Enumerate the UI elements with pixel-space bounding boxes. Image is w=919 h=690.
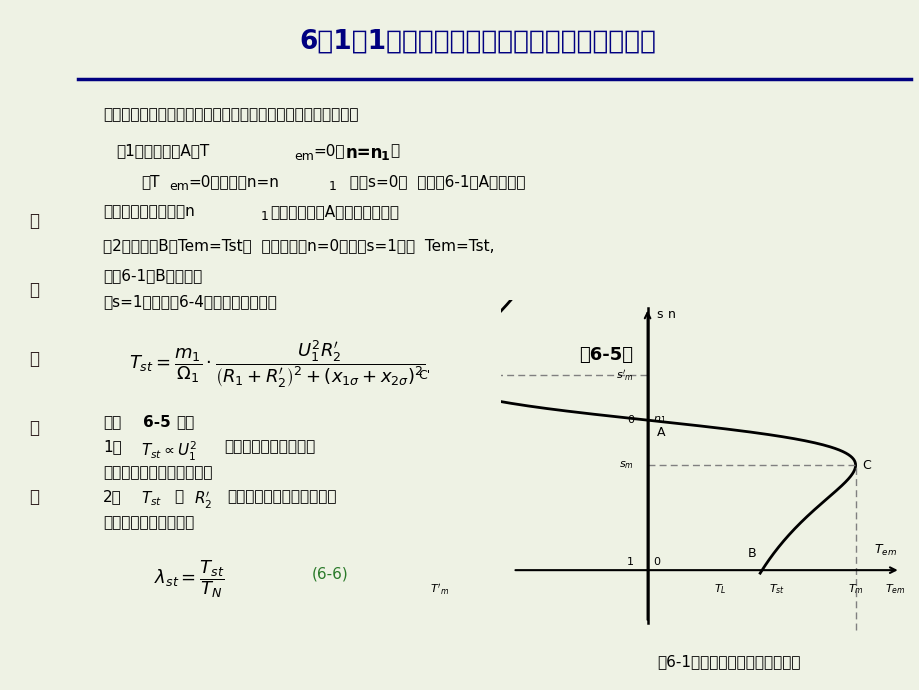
- Text: 定义起动转矩倍数为：: 定义起动转矩倍数为：: [103, 515, 194, 530]
- Text: ）: ）: [391, 144, 400, 159]
- Text: $s_m$: $s_m$: [618, 460, 633, 471]
- Text: $T'_m$: $T'_m$: [429, 582, 448, 597]
- Text: 6-5: 6-5: [142, 415, 171, 431]
- Text: 1: 1: [328, 180, 336, 193]
- Text: 1: 1: [260, 210, 268, 223]
- Text: 6．1．1三相异步电动机机械特性的三种表达式: 6．1．1三相异步电动机机械特性的三种表达式: [299, 28, 655, 55]
- Text: 有关，对于鼠笼式电动机，: 有关，对于鼠笼式电动机，: [227, 490, 336, 504]
- Text: 1）: 1）: [103, 440, 121, 455]
- Text: 机械特性上的三个特殊点（即同步速点、起动点和临界点）为：: 机械特性上的三个特殊点（即同步速点、起动点和临界点）为：: [103, 108, 358, 122]
- Text: （1）同步速点A（T: （1）同步速点A（T: [116, 144, 209, 159]
- Text: =0时，转速n=n: =0时，转速n=n: [188, 174, 278, 189]
- Text: $T_{st}$: $T_{st}$: [768, 582, 784, 596]
- Text: 与: 与: [175, 490, 184, 504]
- Text: 1: 1: [627, 557, 633, 567]
- Text: ，当定子电压下降时，: ，当定子电压下降时，: [224, 440, 315, 455]
- Text: n=n: n=n: [346, 144, 382, 161]
- Text: $s'_m$: $s'_m$: [616, 368, 633, 382]
- Text: 与: 与: [29, 350, 40, 368]
- Text: $T_{em}$: $T_{em}$: [873, 543, 896, 558]
- Text: 0: 0: [652, 557, 660, 567]
- Text: （2）起动点B（Tem=Tst）  电机起动时n=0，（或s=1），  Tem=Tst,: （2）起动点B（Tem=Tst） 电机起动时n=0，（或s=1）， Tem=Ts…: [103, 238, 494, 253]
- Text: $T_L$: $T_L$: [713, 582, 726, 596]
- Text: em: em: [294, 150, 314, 163]
- Text: C': C': [418, 368, 430, 382]
- Text: 电: 电: [29, 212, 40, 230]
- Text: n: n: [667, 308, 675, 321]
- Text: 起动转矩成平方倍的下降。: 起动转矩成平方倍的下降。: [103, 465, 212, 480]
- Text: $T_{st}$: $T_{st}$: [142, 490, 163, 509]
- Text: （6-5）: （6-5）: [579, 346, 633, 364]
- Text: 0: 0: [627, 415, 633, 425]
- Text: （或s=0）  ，如图6-1中A点所示，: （或s=0） ，如图6-1中A点所示，: [339, 174, 525, 189]
- Text: s: s: [656, 308, 663, 321]
- Text: =0、: =0、: [312, 144, 345, 159]
- Text: 可知: 可知: [176, 415, 194, 431]
- Text: $T_{em}$: $T_{em}$: [884, 582, 904, 596]
- Text: 当T: 当T: [142, 174, 160, 189]
- Text: $R_2^{\prime}$: $R_2^{\prime}$: [194, 490, 212, 511]
- Text: 图6-1三相异步电动机的机械特性: 图6-1三相异步电动机的机械特性: [656, 654, 800, 669]
- Text: B: B: [747, 546, 755, 560]
- Text: $T_{st} = \dfrac{m_1}{\Omega_1} \cdot \dfrac{U_1^2 R_2^{\prime}}{\left(R_1 + R_2: $T_{st} = \dfrac{m_1}{\Omega_1} \cdot \d…: [129, 339, 425, 391]
- Text: 2）: 2）: [103, 490, 121, 504]
- Text: 拖: 拖: [29, 419, 40, 437]
- Text: 如图6-1中B点所示。: 如图6-1中B点所示。: [103, 268, 202, 284]
- Text: 机: 机: [29, 281, 40, 299]
- Text: A: A: [656, 426, 664, 439]
- Text: $n_1$: $n_1$: [652, 414, 665, 426]
- Text: 由式: 由式: [103, 415, 121, 431]
- Text: (6-6): (6-6): [312, 566, 348, 581]
- Text: C: C: [861, 459, 870, 472]
- Text: $T_m$: $T_m$: [846, 582, 863, 596]
- Text: em: em: [169, 180, 189, 193]
- Text: 动: 动: [29, 488, 40, 506]
- Text: $\lambda_{st} = \dfrac{T_{st}}{T_N}$: $\lambda_{st} = \dfrac{T_{st}}{T_N}$: [154, 558, 224, 600]
- Text: 1: 1: [380, 150, 389, 163]
- Text: 旋转，所以称A点为同步速点。: 旋转，所以称A点为同步速点。: [270, 204, 399, 219]
- Text: 这时电动机以同步速n: 这时电动机以同步速n: [103, 204, 195, 219]
- Text: 将s=1代入式（6-4）可得起动转矩为: 将s=1代入式（6-4）可得起动转矩为: [103, 295, 277, 310]
- Text: $T_{st} \propto U_1^2$: $T_{st} \propto U_1^2$: [142, 440, 198, 462]
